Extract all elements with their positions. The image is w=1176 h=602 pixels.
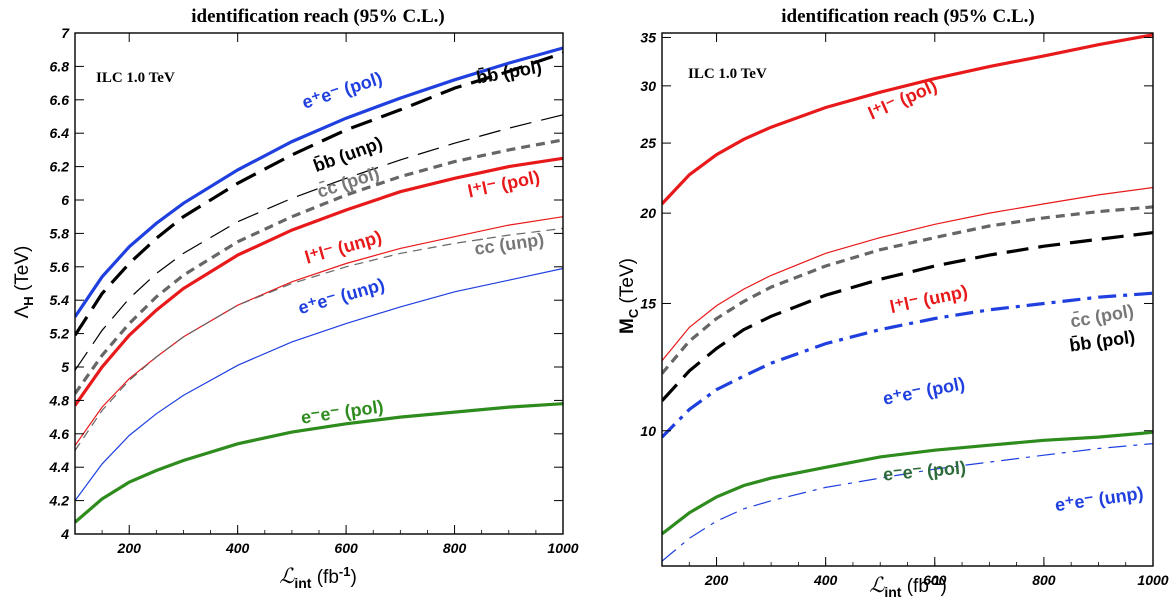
curve-label-ee-pol: e⁺e⁻ (pol)	[881, 373, 966, 408]
curve-label-ll-pol: l⁺l⁻ (pol)	[865, 76, 940, 124]
chart-title: identification reach (95% C.L.)	[781, 6, 1035, 27]
curve-label-ee-unp: e⁺e⁻ (unp)	[296, 274, 387, 318]
y-tick-label: 5.2	[50, 326, 70, 342]
y-tick-label: 6.2	[50, 159, 70, 175]
x-tick-label: 200	[704, 572, 729, 588]
y-tick-label: 6.4	[50, 125, 70, 141]
chart-panel-left: 200 400 600 800 1000 4 4.2 4.4 4.6 4.8 5 5.2 5.4 5.6 5…	[12, 6, 579, 591]
energy-annotation: ILC 1.0 TeV	[96, 70, 175, 86]
y-tick-label: 4	[60, 526, 69, 542]
energy-annotation: ILC 1.0 TeV	[688, 66, 767, 82]
y-tick-label: 15	[640, 295, 656, 311]
x-tick-label: 800	[1032, 572, 1056, 588]
curve-label-emem-pol: e⁻e⁻ (pol)	[882, 457, 966, 484]
chart-panel-right: 200 400 600 800 1000 10 15 20 25 30 35 identificati…	[617, 6, 1169, 600]
series-group	[75, 46, 563, 524]
x-axis-label: ℒint (fb-1)	[279, 564, 357, 591]
y-axis-label: MC (TeV)	[617, 258, 641, 334]
series-line-2	[662, 186, 1153, 362]
series-line-3	[75, 114, 563, 371]
curve-label-ee-pol: e⁺e⁻ (pol)	[300, 68, 385, 113]
y-tick-label: 6.8	[50, 58, 70, 74]
x-tick-label: 400	[225, 540, 250, 556]
curve-label-bb-pol: b̄b (pol)	[475, 56, 543, 87]
y-tick-label: 5.8	[50, 225, 70, 241]
x-tick-label: 600	[923, 572, 947, 588]
series-line-3	[662, 205, 1153, 375]
series-line-7	[662, 443, 1153, 562]
y-tick-label: 4.6	[49, 426, 70, 442]
x-tick-label: 800	[443, 540, 467, 556]
series-line-4	[75, 138, 563, 395]
y-tick-label: 4.8	[49, 392, 70, 408]
series-line-1	[662, 33, 1153, 205]
series-line-6	[75, 216, 563, 446]
y-tick-label: 30	[640, 78, 656, 94]
curve-label-ee-unp: e⁺e⁻ (unp)	[1054, 483, 1145, 515]
y-tick-label: 7	[61, 25, 70, 41]
x-tick-label: 1000	[547, 540, 578, 556]
y-tick-label: 25	[639, 135, 656, 151]
y-tick-label: 6	[61, 192, 69, 208]
series-line-8	[75, 267, 563, 501]
series-group	[662, 33, 1153, 562]
x-tick-label: 600	[334, 540, 358, 556]
y-tick-label: 10	[640, 423, 656, 439]
curve-label-cc-unp: c̄c (unp)	[473, 229, 545, 259]
series-line-9	[75, 402, 563, 524]
series-line-6	[662, 430, 1153, 536]
series-line-7	[75, 227, 563, 451]
y-axis-label: ΛH (TeV)	[12, 246, 36, 319]
chart-title: identification reach (95% C.L.)	[191, 6, 445, 27]
y-tick-label: 5.6	[50, 259, 70, 275]
x-tick-label: 400	[813, 572, 838, 588]
y-tick-label: 5	[61, 359, 69, 375]
x-axis-label: ℒint (fb-1)	[869, 573, 947, 600]
y-tick-label: 35	[640, 29, 656, 45]
y-tick-label: 4.2	[49, 493, 70, 509]
x-tick-label: 200	[117, 540, 142, 556]
curve-label-bb-pol: b̄b (pol)	[1068, 326, 1136, 355]
y-tick-label: 5.4	[50, 292, 70, 308]
y-tick-label: 6.6	[50, 92, 70, 108]
series-line-5	[75, 156, 563, 407]
y-tick-label: 4.4	[49, 459, 70, 475]
series-line-2	[75, 51, 563, 337]
curve-label-ll-unp: l⁺l⁻ (unp)	[888, 281, 969, 317]
x-tick-label: 1000	[1137, 572, 1168, 588]
y-tick-label: 20	[639, 205, 656, 221]
series-line-5	[662, 291, 1153, 439]
curve-label-ll-unp: l⁺l⁻ (unp)	[303, 227, 384, 268]
series-line-4	[662, 231, 1153, 402]
series-line-1	[75, 46, 563, 318]
